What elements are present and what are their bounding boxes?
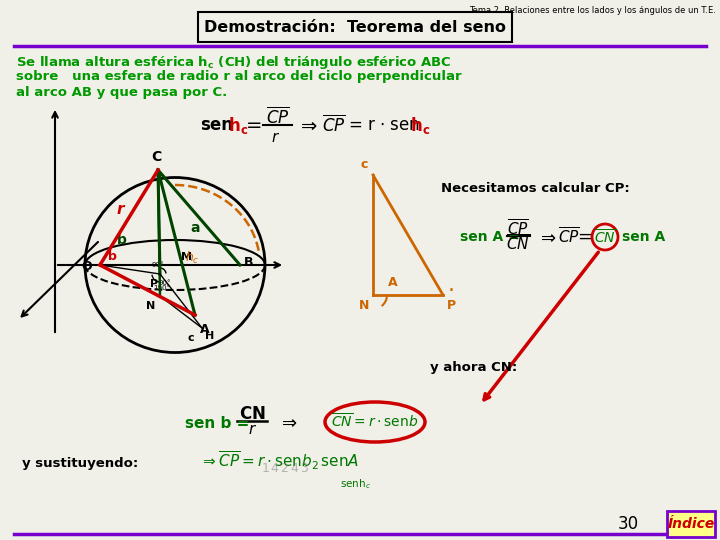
Text: 90°: 90°: [158, 280, 171, 286]
Text: r: r: [249, 422, 255, 437]
Text: c: c: [187, 333, 194, 343]
Text: $\mathbf{h_c}$: $\mathbf{h_c}$: [410, 114, 430, 136]
Text: P: P: [447, 299, 456, 312]
Text: $\overline{CP}$: $\overline{CP}$: [266, 106, 289, 127]
Text: Necesitamos calcular CP:: Necesitamos calcular CP:: [441, 181, 629, 194]
Text: $\overline{CP}$: $\overline{CP}$: [507, 219, 529, 239]
Text: y ahora CN:: y ahora CN:: [430, 361, 517, 375]
Text: sobre   una esfera de radio r al arco del ciclo perpendicular: sobre una esfera de radio r al arco del …: [16, 70, 462, 83]
Text: B: B: [244, 256, 253, 269]
FancyBboxPatch shape: [667, 511, 715, 537]
Text: =: =: [246, 116, 263, 134]
Text: C: C: [151, 150, 161, 164]
Text: $\Rightarrow$: $\Rightarrow$: [297, 116, 318, 134]
Text: A: A: [388, 275, 398, 288]
Text: Tema 2. Relaciones entre los lados y los ángulos de un T.E.: Tema 2. Relaciones entre los lados y los…: [469, 6, 716, 15]
Text: $1\,4\,2\,4\,3$: $1\,4\,2\,4\,3$: [261, 462, 310, 475]
Text: O: O: [81, 260, 92, 273]
Text: 190°: 190°: [153, 285, 171, 291]
Text: b: b: [117, 233, 127, 247]
FancyBboxPatch shape: [198, 12, 512, 42]
Text: sen b =: sen b =: [185, 415, 249, 430]
Text: $\mathbf{CN}$: $\mathbf{CN}$: [239, 405, 265, 423]
Text: $\Rightarrow$: $\Rightarrow$: [537, 228, 557, 246]
Text: $\Rightarrow$: $\Rightarrow$: [278, 413, 297, 431]
Text: senh$_c$: senh$_c$: [340, 477, 371, 491]
Text: r: r: [272, 130, 278, 145]
Text: P: P: [150, 279, 158, 289]
Text: sen: sen: [200, 116, 233, 134]
Text: N: N: [359, 299, 369, 312]
Text: y sustituyendo:: y sustituyendo:: [22, 457, 138, 470]
Text: Se llama altura esférica $\mathbf{h_c}$ (CH) del triángulo esférico ABC: Se llama altura esférica $\mathbf{h_c}$ …: [16, 54, 451, 71]
Text: $\overline{CN}$: $\overline{CN}$: [506, 234, 530, 254]
Text: H: H: [205, 331, 215, 341]
Text: sen A: sen A: [622, 230, 665, 244]
Text: b: b: [107, 251, 117, 264]
Text: 30: 30: [618, 515, 639, 533]
Text: al arco AB y que pasa por C.: al arco AB y que pasa por C.: [16, 86, 228, 99]
Text: sen A =: sen A =: [460, 230, 520, 244]
Text: ·: ·: [448, 281, 455, 301]
Text: $\mathbf{h_c}$: $\mathbf{h_c}$: [228, 114, 248, 136]
Text: 90°: 90°: [152, 262, 164, 268]
Text: =: =: [577, 228, 592, 246]
Text: a: a: [190, 221, 199, 235]
Text: $\Rightarrow\overline{CP}=r\cdot\mathrm{sen}b_{2}\,\mathrm{sen}A$: $\Rightarrow\overline{CP}=r\cdot\mathrm{…: [200, 450, 359, 472]
Text: $\overline{CN} = r \cdot \mathrm{sen}b$: $\overline{CN} = r \cdot \mathrm{sen}b$: [331, 412, 418, 430]
Text: $\overline{CP}$: $\overline{CP}$: [322, 114, 346, 136]
Text: = r $\cdot$ sen: = r $\cdot$ sen: [348, 116, 420, 134]
Text: $\overline{CP}$: $\overline{CP}$: [558, 227, 580, 247]
Text: Demostración:  Teorema del seno: Demostración: Teorema del seno: [204, 19, 506, 35]
Text: c: c: [361, 158, 368, 171]
Text: N: N: [145, 301, 155, 311]
Text: r: r: [116, 202, 124, 218]
Text: M: M: [181, 252, 192, 262]
Text: $h_c$: $h_c$: [185, 250, 199, 266]
Text: $\overline{CN}$: $\overline{CN}$: [594, 228, 616, 246]
Text: A: A: [200, 323, 210, 336]
Text: Índice: Índice: [667, 517, 715, 531]
